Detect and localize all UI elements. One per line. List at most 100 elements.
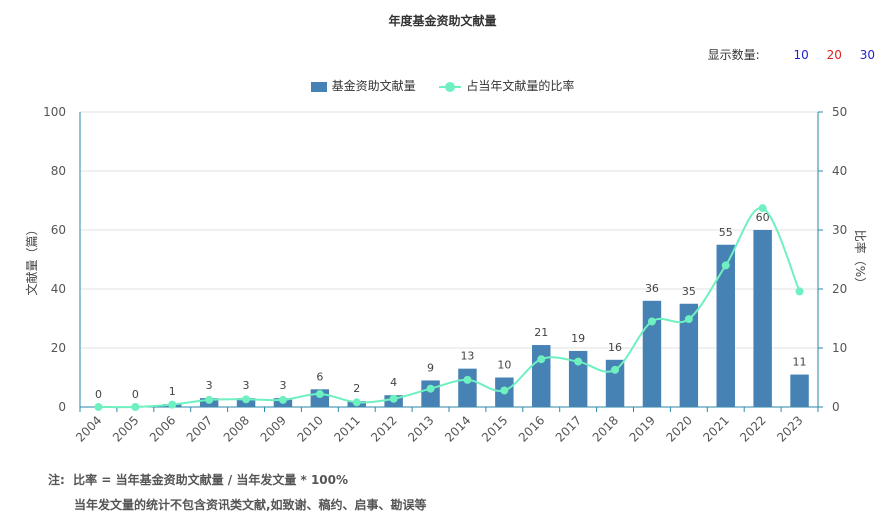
bar [790,374,809,407]
y-tick-label: 100 [43,105,66,119]
x-tick-label: 2011 [331,413,362,444]
y-tick-label: 60 [51,223,66,237]
line-point [242,395,251,404]
line-point [168,400,177,409]
x-tick-label: 2010 [294,413,325,444]
x-tick-label: 2021 [700,413,731,444]
legend-bar-swatch-icon [310,81,327,92]
line-point [463,375,472,384]
x-tick-label: 2008 [221,413,252,444]
y-tick-label: 0 [58,400,66,414]
x-tick-label: 2018 [590,413,621,444]
y2-tick-label: 30 [832,223,847,237]
bar-data-label: 3 [279,379,286,392]
bar [421,380,440,407]
bar-data-label: 2 [353,382,360,395]
display-count-option-10[interactable]: 10 [793,48,809,62]
bar-data-label: 60 [756,211,770,224]
line-point [131,403,140,411]
x-tick-label: 2005 [110,413,141,444]
bar [458,368,477,407]
bar [532,345,551,407]
bar-data-label: 4 [390,376,397,389]
legend-item-line-series[interactable]: 占当年文献量的比率 [439,77,574,94]
y2-axis-title: 比率（%） [853,230,868,289]
y2-tick-label: 0 [832,400,840,414]
display-count-option-20[interactable]: 20 [826,48,842,62]
bar-data-label: 35 [682,285,696,298]
x-tick-label: 2017 [553,413,584,444]
bar-data-label: 10 [497,359,511,372]
chart-title: 年度基金资助文献量 [388,14,497,28]
x-tick-label: 2012 [368,413,399,444]
x-tick-label: 2019 [627,413,658,444]
line-point [537,355,546,364]
bar [753,230,772,407]
line-point [721,261,730,270]
y2-tick-label: 10 [832,341,847,355]
y2-tick-label: 40 [832,164,847,178]
display-count-label: 显示数量: [707,48,760,62]
bar-data-label: 36 [645,282,659,295]
bar-data-label: 11 [793,356,807,369]
x-tick-label: 2020 [663,413,694,444]
bar-data-label: 6 [316,370,323,383]
bar-data-label: 16 [608,341,622,354]
bar [716,244,735,407]
bar-data-label: 13 [460,350,474,363]
line-point [647,317,656,326]
chart-legend: 基金资助文献量 占当年文献量的比率 [0,77,885,94]
x-tick-label: 2004 [73,413,104,444]
y-tick-label: 20 [51,341,66,355]
line-point [278,395,287,404]
y2-tick-label: 50 [832,105,847,119]
display-count-selector: 显示数量: 10 20 30 [708,46,875,63]
legend-bar-label: 基金资助文献量 [331,79,416,93]
line-point [684,315,693,324]
bar-data-label: 1 [169,385,176,398]
x-tick-label: 2007 [184,413,215,444]
legend-item-bar-series[interactable]: 基金资助文献量 [310,77,416,94]
chart-notes: 注: 比率 = 当年基金资助文献量 / 当年发文量 * 100% 当年发文量的统… [48,468,427,518]
notes-prefix: 注: [48,473,65,487]
line-point [389,394,398,403]
line-point [352,398,361,407]
display-count-option-30[interactable]: 30 [859,48,875,62]
notes-line-1: 比率 = 当年基金资助文献量 / 当年发文量 * 100% [73,473,349,487]
bar-data-label: 0 [95,388,102,401]
bar [568,350,588,407]
x-tick-label: 2013 [405,413,436,444]
bar [679,303,699,407]
x-tick-label: 2023 [774,413,805,444]
bar-data-label: 3 [243,379,250,392]
line-point [94,403,103,411]
line-point [426,384,435,393]
line-point [574,357,583,366]
x-tick-label: 2016 [516,413,547,444]
line-point [795,287,804,296]
y-tick-label: 80 [51,164,66,178]
x-tick-label: 2009 [258,413,289,444]
line-point [758,204,767,213]
line-point [500,386,509,395]
bar-data-label: 21 [534,326,548,339]
y-axis-title: 文献量（篇） [24,223,39,295]
notes-line-2: 当年发文量的统计不包含资讯类文献,如致谢、稿约、启事、勘误等 [74,498,427,512]
y-tick-label: 40 [51,282,66,296]
x-tick-label: 2014 [442,413,473,444]
x-tick-label: 2015 [479,413,510,444]
bar-data-label: 0 [132,388,139,401]
x-tick-label: 2022 [737,413,768,444]
legend-line-swatch-icon [439,81,462,92]
y2-tick-label: 20 [832,282,847,296]
x-tick-label: 2006 [147,413,178,444]
bar [642,300,662,407]
line-point [315,390,324,399]
line-point [611,365,620,374]
bar-data-label: 9 [427,361,434,374]
bar-data-label: 3 [206,379,213,392]
legend-line-label: 占当年文献量的比率 [466,79,575,93]
line-point [205,395,214,404]
bar-data-label: 19 [571,332,585,345]
